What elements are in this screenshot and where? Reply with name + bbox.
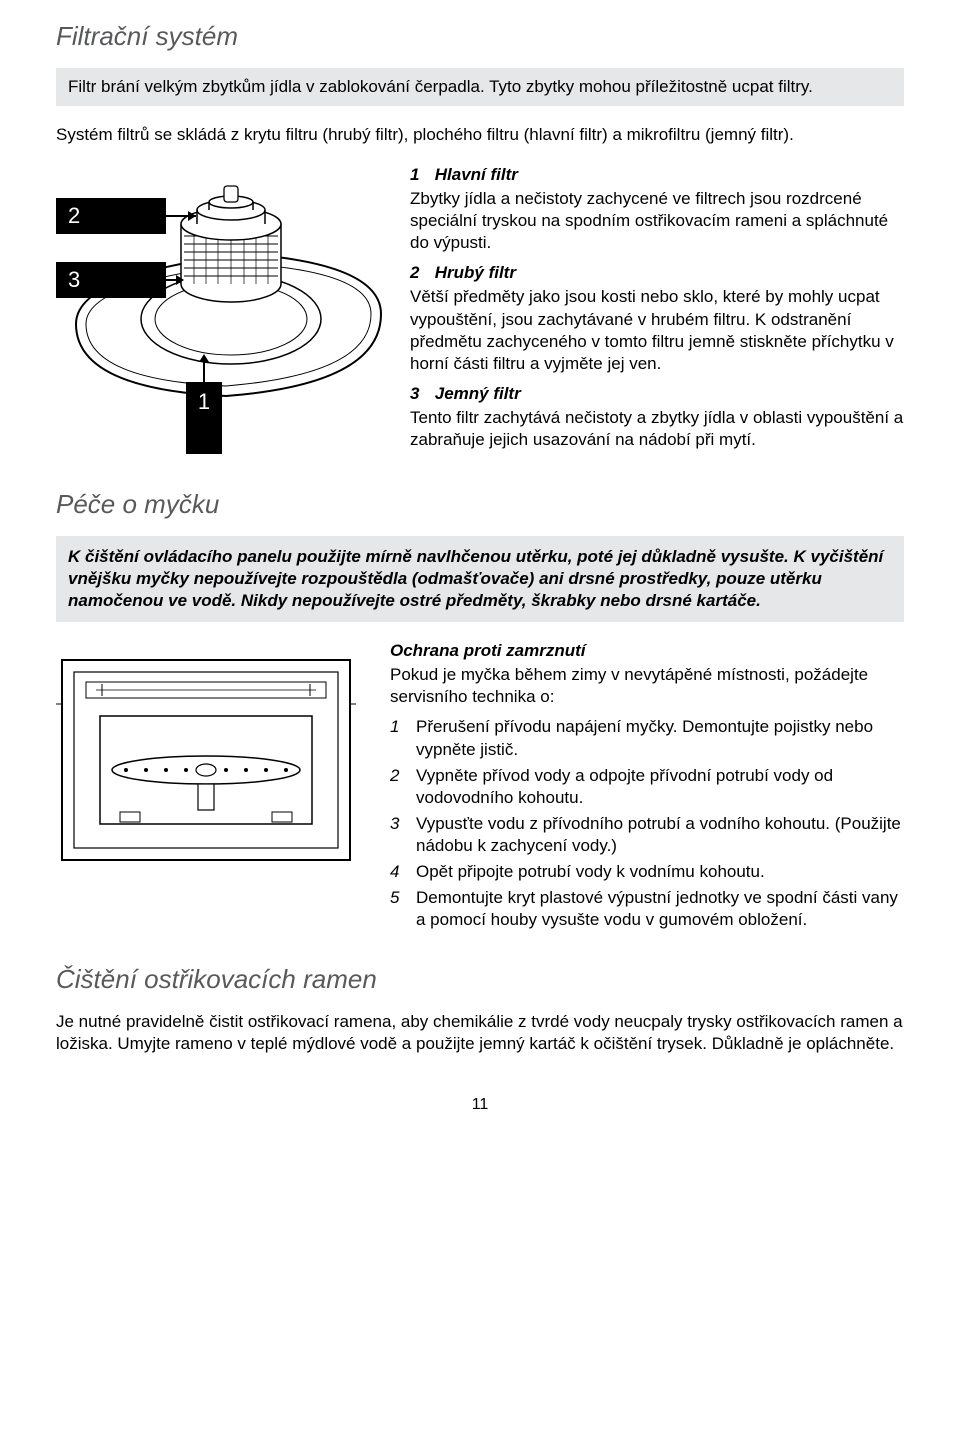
info-box-filter: Filtr brání velkým zbytkům jídla v zablo… bbox=[56, 68, 904, 106]
heading-filtration: Filtrační systém bbox=[56, 20, 904, 54]
filter-title-3: 3 Jemný filtr bbox=[410, 383, 904, 405]
filter-item-1: 1 Hlavní filtr Zbytky jídla a nečistoty … bbox=[410, 164, 904, 254]
filter-name-3: Jemný filtr bbox=[435, 384, 521, 403]
filter-row: 2 3 1 1 Hlavní filtr Zbytky jídla a neči… bbox=[56, 164, 904, 460]
front-diagram bbox=[56, 640, 366, 935]
filter-item-2: 2 Hrubý filtr Větší předměty jako jsou k… bbox=[410, 262, 904, 374]
filter-name-1: Hlavní filtr bbox=[435, 165, 518, 184]
filter-num-3: 3 bbox=[410, 383, 430, 405]
filter-title-2: 2 Hrubý filtr bbox=[410, 262, 904, 284]
filter-item-3: 3 Jemný filtr Tento filtr zachytává neči… bbox=[410, 383, 904, 451]
step-text: Opět připojte potrubí vody k vodnímu koh… bbox=[416, 861, 904, 883]
filter-text-3: Tento filtr zachytává nečistoty a zbytky… bbox=[410, 407, 904, 451]
heading-spray-arms: Čištění ostřikovacích ramen bbox=[56, 963, 904, 997]
filter-num-2: 2 bbox=[410, 262, 430, 284]
diagram-label-1-text: 1 bbox=[198, 388, 210, 417]
step-text: Vypusťte vodu z přívodního potrubí a vod… bbox=[416, 813, 904, 857]
info-box-filter-text: Filtr brání velkým zbytkům jídla v zablo… bbox=[68, 77, 813, 96]
heading-care: Péče o myčku bbox=[56, 488, 904, 522]
frost-row: Ochrana proti zamrznutí Pokud je myčka b… bbox=[56, 640, 904, 935]
diagram-label-3-text: 3 bbox=[68, 266, 80, 295]
filter-text-1: Zbytky jídla a nečistoty zachycené ve fi… bbox=[410, 188, 904, 254]
diagram-label-2-text: 2 bbox=[68, 202, 80, 231]
list-item: 2Vypněte přívod vody a odpojte přívodní … bbox=[390, 765, 904, 809]
step-text: Vypněte přívod vody a odpojte přívodní p… bbox=[416, 765, 904, 809]
frost-steps: 1Přerušení přívodu napájení myčky. Demon… bbox=[390, 716, 904, 931]
filter-descriptions: 1 Hlavní filtr Zbytky jídla a nečistoty … bbox=[410, 164, 904, 460]
step-num: 5 bbox=[390, 887, 416, 931]
front-diagram-svg bbox=[56, 654, 356, 874]
filter-diagram: 2 3 1 bbox=[56, 164, 386, 460]
info-box-care: K čištění ovládacího panelu použijte mír… bbox=[56, 536, 904, 622]
section-spray-arms: Čištění ostřikovacích ramen Je nutné pra… bbox=[56, 963, 904, 1055]
list-item: 4Opět připojte potrubí vody k vodnímu ko… bbox=[390, 861, 904, 883]
diagram-label-3: 3 bbox=[56, 262, 166, 298]
step-num: 1 bbox=[390, 716, 416, 760]
step-num: 4 bbox=[390, 861, 416, 883]
step-text: Přerušení přívodu napájení myčky. Demont… bbox=[416, 716, 904, 760]
filter-name-2: Hrubý filtr bbox=[435, 263, 516, 282]
filter-title-1: 1 Hlavní filtr bbox=[410, 164, 904, 186]
step-text: Demontujte kryt plastové výpustní jednot… bbox=[416, 887, 904, 931]
list-item: 1Přerušení přívodu napájení myčky. Demon… bbox=[390, 716, 904, 760]
frost-intro: Pokud je myčka během zimy v nevytápěné m… bbox=[390, 664, 904, 708]
step-num: 2 bbox=[390, 765, 416, 809]
frost-title: Ochrana proti zamrznutí bbox=[390, 640, 904, 662]
frost-text: Ochrana proti zamrznutí Pokud je myčka b… bbox=[390, 640, 904, 935]
filter-text-2: Větší předměty jako jsou kosti nebo sklo… bbox=[410, 286, 904, 374]
spray-arms-text: Je nutné pravidelně čistit ostřikovací r… bbox=[56, 1011, 904, 1055]
intro-text: Systém filtrů se skládá z krytu filtru (… bbox=[56, 124, 904, 146]
filter-num-1: 1 bbox=[410, 164, 430, 186]
step-num: 3 bbox=[390, 813, 416, 857]
diagram-label-1: 1 bbox=[186, 382, 222, 454]
info-box-care-text: K čištění ovládacího panelu použijte mír… bbox=[68, 547, 883, 610]
list-item: 5Demontujte kryt plastové výpustní jedno… bbox=[390, 887, 904, 931]
list-item: 3Vypusťte vodu z přívodního potrubí a vo… bbox=[390, 813, 904, 857]
page-number: 11 bbox=[56, 1095, 904, 1116]
diagram-label-2: 2 bbox=[56, 198, 166, 234]
